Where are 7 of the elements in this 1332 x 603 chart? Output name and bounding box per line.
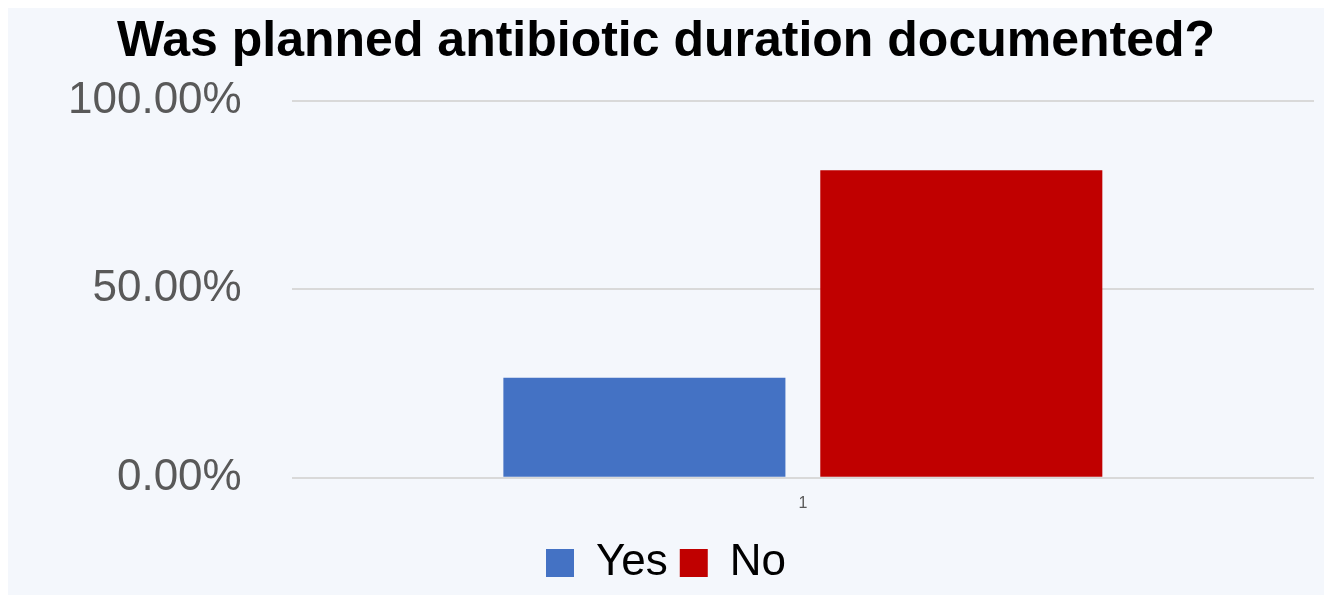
legend-label: Yes: [595, 535, 668, 585]
y-tick-label: 100.00%: [68, 72, 242, 122]
y-tick-label: 50.00%: [92, 261, 242, 311]
y-tick-label: 0.00%: [116, 449, 242, 499]
chart-title: Was planned antibiotic duration documented?: [116, 10, 1216, 67]
x-tick-label: 1: [798, 493, 808, 511]
legend-label: No: [729, 535, 787, 585]
